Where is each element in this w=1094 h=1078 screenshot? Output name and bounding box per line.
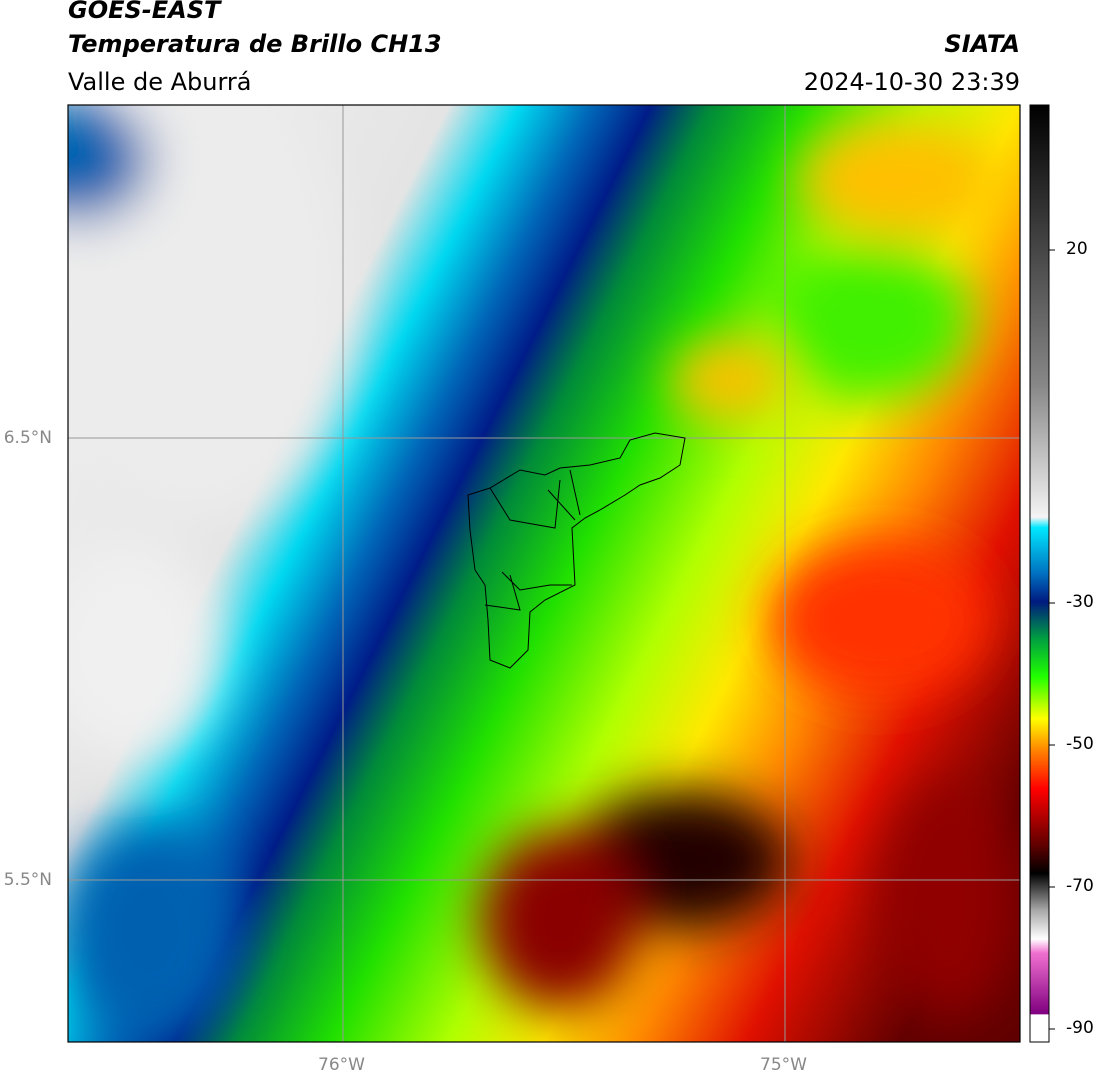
colorbar-tick-label: -30 bbox=[1066, 592, 1094, 612]
brightness-temperature-field bbox=[68, 105, 1020, 1042]
lat-label: 5.5°N bbox=[3, 870, 52, 890]
title: GOES-EAST bbox=[68, 0, 221, 24]
lat-label: 6.5°N bbox=[3, 428, 52, 448]
colorbar-tick-label: -90 bbox=[1066, 1018, 1094, 1038]
map-frame bbox=[67, 104, 1021, 1043]
lon-label: 76°W bbox=[318, 1055, 365, 1075]
colorbar-ticks bbox=[1049, 249, 1055, 1030]
colorbar bbox=[1029, 104, 1050, 1043]
field-detail bbox=[68, 105, 1020, 1040]
subtitle: Temperatura de Brillo CH13 bbox=[68, 30, 442, 58]
colorbar-tick-label: -70 bbox=[1066, 876, 1094, 896]
municipal-boundaries bbox=[467, 432, 686, 669]
source: SIATA bbox=[944, 30, 1020, 58]
region: Valle de Aburrá bbox=[68, 68, 252, 96]
colorbar-tick-label: -50 bbox=[1066, 734, 1094, 754]
lon-label: 75°W bbox=[760, 1055, 807, 1075]
colorbar-tick-label: 20 bbox=[1066, 239, 1088, 259]
graticule bbox=[68, 105, 1020, 1042]
timestamp: 2024-10-30 23:39 bbox=[803, 68, 1020, 96]
